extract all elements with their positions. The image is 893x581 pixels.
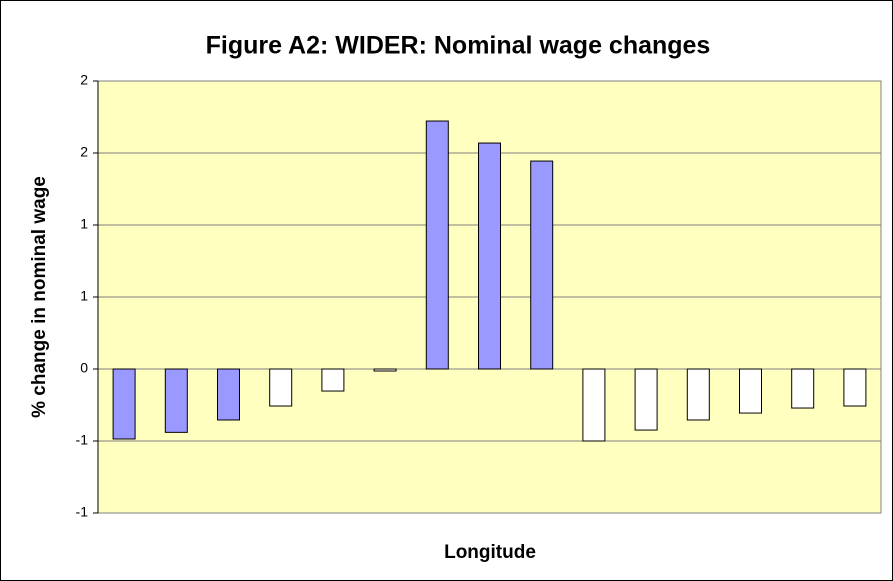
bar — [217, 368, 240, 421]
bar — [425, 120, 449, 370]
bar — [686, 368, 710, 421]
bar — [164, 368, 188, 433]
y-tick-label: 2 — [80, 72, 88, 88]
bar — [269, 368, 293, 407]
x-axis-title: Longitude — [444, 542, 536, 563]
bar — [634, 368, 658, 431]
y-tick-label: 2 — [80, 144, 88, 160]
bar — [112, 368, 136, 440]
chart-title: Figure A2: WIDER: Nominal wage changes — [206, 32, 711, 60]
bar — [582, 368, 606, 442]
bar — [321, 368, 345, 392]
y-tick-label: 0 — [80, 360, 88, 376]
y-tick-label: 1 — [80, 288, 88, 304]
y-tick-label: 1 — [80, 216, 88, 232]
y-tick-label: -1 — [76, 504, 89, 520]
bar — [739, 368, 762, 414]
bar — [373, 368, 397, 372]
y-tick-label: -1 — [76, 432, 89, 448]
bar — [478, 142, 501, 370]
bar — [843, 368, 867, 407]
bar — [530, 160, 554, 370]
bar — [791, 368, 815, 409]
y-axis-title: % change in nominal wage — [29, 176, 50, 418]
